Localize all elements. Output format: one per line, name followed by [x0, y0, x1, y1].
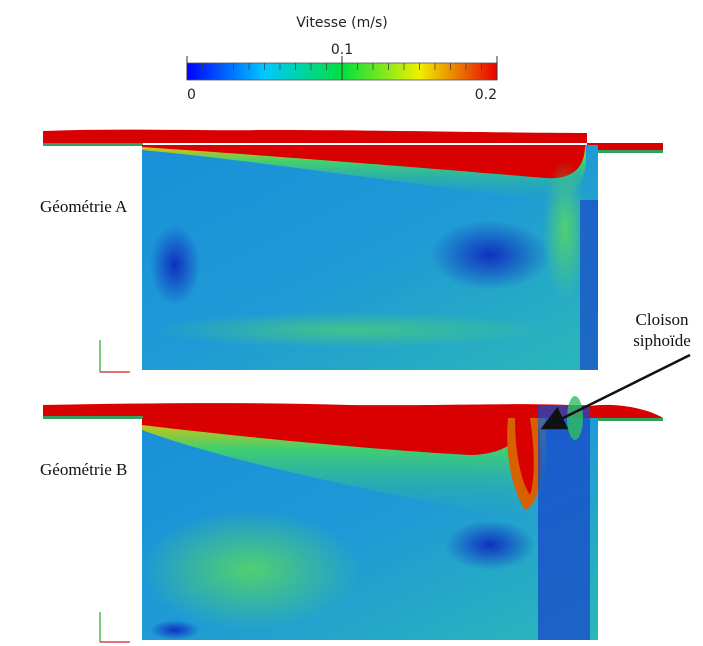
- colorbar-title: Vitesse (m/s): [296, 15, 388, 31]
- panel-label: Géométrie A: [40, 197, 128, 216]
- colorbar-tick-label: 0.1: [331, 42, 353, 58]
- axes-glyph: [99, 612, 130, 643]
- annotation-line: Cloison: [636, 310, 689, 329]
- annotation-line: siphoïde: [633, 331, 691, 350]
- axes-glyph: [99, 340, 130, 373]
- annotation-arrow: [540, 353, 691, 430]
- colorbar-ticks: 0 0.1 0.2: [186, 42, 498, 103]
- panel-label: Géométrie B: [40, 460, 127, 479]
- colorbar-tick-label: 0.2: [475, 87, 497, 103]
- colorbar-tick-label: 0: [187, 87, 196, 103]
- panel-b: [43, 396, 663, 640]
- panel-a: [43, 129, 663, 370]
